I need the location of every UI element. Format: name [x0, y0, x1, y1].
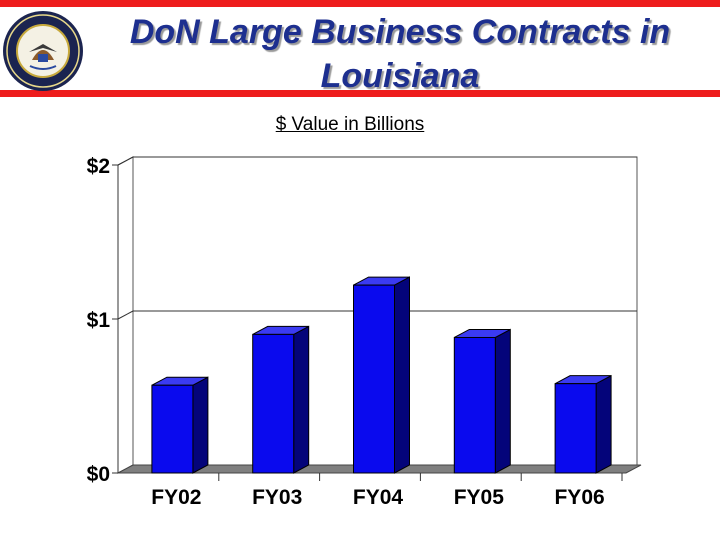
- bar: [453, 336, 496, 474]
- chart-labels: $0 $1 $2 FY02 FY03 FY04 FY05 FY06: [87, 155, 605, 509]
- bar: [252, 333, 295, 474]
- chart-subtitle: $ Value in Billions: [275, 114, 425, 135]
- y-tick-label: $0: [87, 463, 110, 486]
- bar-side: [595, 374, 612, 474]
- x-tick-label: FY03: [252, 486, 302, 509]
- y-tick-label: $2: [87, 155, 110, 178]
- chart-bars: [151, 276, 612, 474]
- page-title: DoN Large Business Contracts in Louisian…: [129, 13, 671, 95]
- bar: [353, 284, 395, 474]
- x-tick-label: FY05: [454, 486, 505, 509]
- bar-side: [192, 376, 209, 474]
- y-tick-label: $1: [87, 309, 111, 332]
- gridline-depth: [117, 156, 134, 166]
- gridline-depth: [117, 310, 134, 320]
- bar: [554, 383, 597, 474]
- top-accent-bar: [0, 0, 720, 7]
- x-tick-label: FY02: [151, 486, 201, 509]
- bar-side: [293, 325, 310, 474]
- x-tick-label: FY04: [353, 486, 404, 509]
- bar-side: [394, 276, 410, 474]
- bar: [151, 384, 194, 474]
- x-tick-label: FY06: [554, 486, 604, 509]
- bar-side: [494, 328, 511, 474]
- header-accent-bar: [0, 90, 720, 97]
- navy-seal-logo: [3, 11, 83, 91]
